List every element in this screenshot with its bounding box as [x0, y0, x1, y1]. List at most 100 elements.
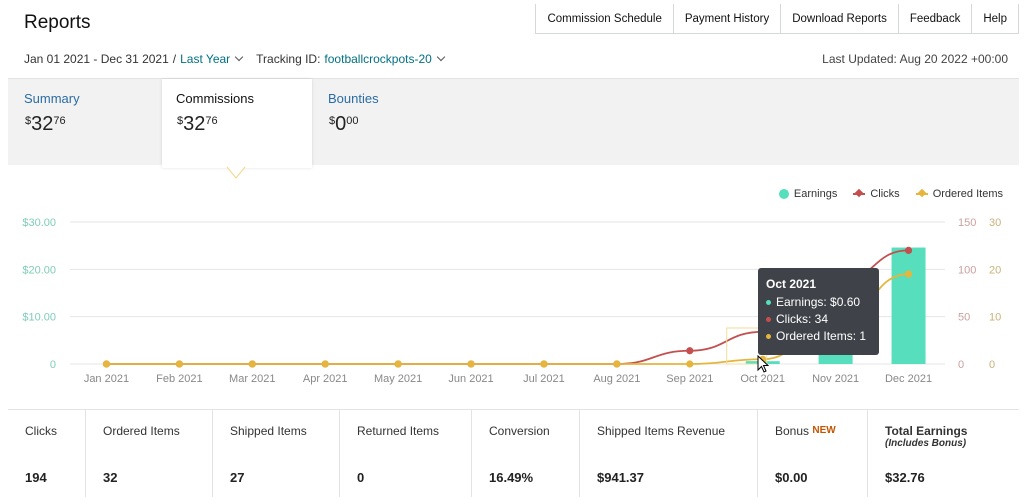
stat-conversion-value: 16.49%: [489, 470, 534, 485]
legend-ordered-items-label: Ordered Items: [932, 188, 1003, 200]
mouse-pointer-icon: [757, 355, 770, 373]
tab-commissions-value: $3276: [177, 113, 218, 135]
tracking-id-label: Tracking ID:: [256, 52, 321, 66]
commission-schedule-button[interactable]: Commission Schedule: [536, 4, 674, 33]
x-tick-label: Sep 2021: [666, 373, 713, 385]
ordered-items-point: [321, 360, 329, 368]
tab-summary-value: $3276: [25, 113, 66, 135]
y-left-tick-label: $30.00: [22, 217, 56, 229]
stat-returned-items-value: 0: [357, 470, 365, 485]
stat-total-earnings-label: Total Earnings (Includes Bonus): [885, 424, 968, 449]
clicks-point: [686, 347, 694, 355]
stat-returned-items: Returned Items 0: [340, 410, 472, 497]
tab-bounties[interactable]: Bounties $000: [312, 79, 466, 165]
stat-total-earnings-value: $32.76: [885, 470, 925, 485]
earnings-bar: [891, 247, 926, 364]
stat-ordered-items: Ordered Items 32: [86, 410, 213, 497]
tracking-id-value: footballcrockpots-20: [324, 52, 432, 66]
y-right-ordered-tick-label: 20: [989, 264, 1001, 276]
y-left-tick-label: $20.00: [22, 264, 56, 276]
stat-bonus-label: Bonus NEW: [775, 424, 836, 438]
stats-bar: Clicks 194 Ordered Items 32 Shipped Item…: [8, 409, 1019, 497]
tab-bounties-value: $000: [329, 113, 359, 135]
summary-tabs: Summary $3276 Commissions $3276 Bounties…: [8, 78, 1019, 168]
chevron-down-icon: [436, 52, 446, 62]
stat-shipped-items-value: 27: [230, 470, 245, 485]
ordered-items-point: [248, 360, 256, 368]
stat-ordered-items-label: Ordered Items: [103, 424, 180, 438]
x-tick-label: Jun 2021: [448, 373, 493, 385]
ordered-items-point: [175, 360, 183, 368]
x-tick-label: May 2021: [374, 373, 422, 385]
y-right-ordered-tick-label: 10: [989, 312, 1001, 324]
stat-clicks: Clicks 194: [8, 410, 86, 497]
new-badge: NEW: [812, 425, 836, 436]
tracking-id-dropdown[interactable]: footballcrockpots-20: [324, 52, 449, 66]
tooltip-title: Oct 2021: [766, 277, 817, 291]
ordered-items-point: [904, 270, 913, 278]
legend-earnings[interactable]: Earnings: [778, 188, 837, 200]
stat-clicks-label: Clicks: [25, 424, 57, 438]
date-preset-label: Last Year: [180, 52, 231, 66]
stat-shipped-revenue: Shipped Items Revenue $941.37: [580, 410, 758, 497]
stat-total-earnings: Total Earnings (Includes Bonus) $32.76: [868, 410, 1019, 497]
y-right-ordered-tick-label: 30: [989, 217, 1001, 229]
date-range-label: Jan 01 2021 - Dec 31 2021: [24, 52, 169, 66]
x-tick-label: Mar 2021: [229, 373, 275, 385]
x-tick-label: Dec 2021: [885, 373, 932, 385]
stat-bonus-value: $0.00: [775, 470, 808, 485]
tab-commissions[interactable]: Commissions $3276: [162, 79, 312, 168]
payment-history-button[interactable]: Payment History: [674, 4, 782, 33]
help-button[interactable]: Help: [983, 12, 1007, 25]
tooltip-row-clicks: Clicks: 34: [766, 312, 871, 326]
legend-clicks-label: Clicks: [870, 188, 900, 200]
x-tick-label: Jul 2021: [523, 373, 565, 385]
stat-conversion-label: Conversion: [489, 424, 550, 438]
clicks-swatch-icon: [853, 188, 866, 198]
ordered-items-swatch-icon: [915, 188, 928, 198]
chevron-down-icon: [234, 52, 244, 62]
ordered-items-point: [102, 360, 111, 368]
stat-ordered-items-value: 32: [103, 470, 118, 485]
stat-shipped-revenue-value: $941.37: [597, 470, 644, 485]
stat-conversion: Conversion 16.49%: [472, 410, 580, 497]
stat-bonus: Bonus NEW $0.00: [758, 410, 868, 497]
tooltip-row-ordered: Ordered Items: 1: [766, 329, 871, 343]
page-title: Reports: [24, 12, 91, 33]
feedback-button[interactable]: Feedback: [899, 4, 973, 33]
date-separator: /: [172, 52, 177, 66]
ordered-items-point: [686, 360, 694, 368]
stat-shipped-items: Shipped Items 27: [213, 410, 340, 497]
stat-shipped-revenue-label: Shipped Items Revenue: [597, 424, 726, 438]
tab-commissions-label: Commissions: [176, 91, 255, 106]
download-reports-button[interactable]: Download Reports: [781, 4, 899, 33]
chart-tooltip: Oct 2021 Earnings: $0.60 Clicks: 34 Orde…: [758, 268, 879, 355]
ordered-items-point: [613, 360, 621, 368]
active-tab-caret-icon: [226, 166, 246, 179]
last-updated: Last Updated: Aug 20 2022 +00:00: [822, 52, 1008, 66]
clicks-point: [904, 246, 913, 254]
y-right-clicks-tick-label: 0: [958, 359, 964, 371]
chart-legend: Earnings Clicks Ordered Items: [778, 188, 1003, 200]
x-tick-label: Nov 2021: [812, 373, 859, 385]
ordered-items-point: [467, 360, 475, 368]
y-left-tick-label: $10.00: [22, 312, 56, 324]
stat-shipped-items-label: Shipped Items: [230, 424, 307, 438]
x-tick-label: Jan 2021: [84, 373, 129, 385]
date-preset-dropdown[interactable]: Last Year: [180, 52, 248, 66]
y-right-clicks-tick-label: 50: [958, 312, 970, 324]
total-earnings-note: (Includes Bonus): [885, 438, 967, 449]
y-right-clicks-tick-label: 150: [958, 217, 976, 229]
legend-clicks[interactable]: Clicks: [853, 188, 900, 200]
y-right-clicks-tick-label: 100: [958, 264, 976, 276]
filter-bar: Jan 01 2021 - Dec 31 2021 / Last Year Tr…: [24, 52, 450, 66]
tab-summary[interactable]: Summary $3276: [8, 79, 162, 165]
x-tick-label: Feb 2021: [156, 373, 202, 385]
legend-ordered-items[interactable]: Ordered Items: [915, 188, 1003, 200]
y-left-tick-label: 0: [50, 359, 56, 371]
tab-bounties-label: Bounties: [328, 91, 379, 106]
ordered-items-point: [394, 360, 402, 368]
top-nav: Commission Schedule Payment History Down…: [535, 4, 1019, 34]
y-right-ordered-tick-label: 0: [989, 359, 995, 371]
x-tick-label: Oct 2021: [740, 373, 785, 385]
